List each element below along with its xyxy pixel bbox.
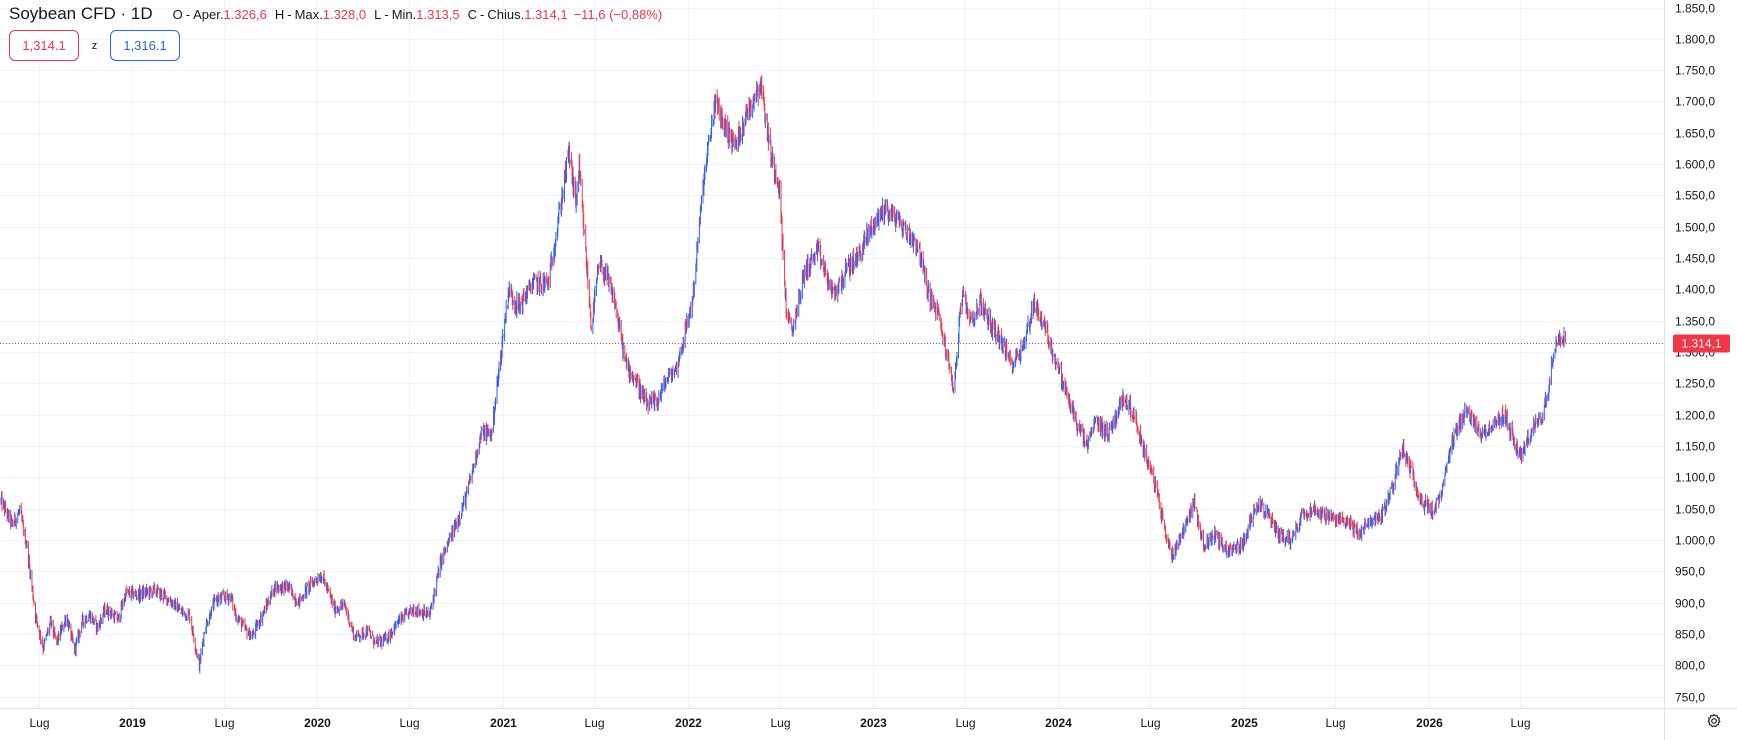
symbol-legend: Soybean CFD · 1D O - Aper. 1.326,6 H - Max. 1.… [9,4,662,24]
time-tick-label: 2022 [675,716,702,730]
time-tick-label: Lug [1140,716,1160,730]
time-tick-label: 2026 [1416,716,1443,730]
price-tick-label: 1.650,0 [1675,127,1715,141]
symbol-title[interactable]: Soybean CFD · 1D [9,4,153,23]
time-tick-label: 2023 [860,716,887,730]
price-tick-label: 1.500,0 [1675,221,1715,235]
close-name: Chius. [487,6,525,22]
open-name: Aper. [193,6,224,22]
time-tick-label: Lug [214,716,234,730]
time-tick-label: Lug [770,716,790,730]
time-tick-label: Lug [955,716,975,730]
sell-button[interactable]: 1,314.1 [9,30,79,61]
price-tick-label: 1.100,0 [1675,471,1715,485]
price-tick-label: 1.850,0 [1675,2,1715,16]
settings-button[interactable] [1705,712,1723,730]
time-tick-label: Lug [1510,716,1530,730]
price-tick-label: 1.800,0 [1675,33,1715,47]
price-tick-label: 950,0 [1675,565,1705,579]
trade-quotes: 1,314.1 z 1,316.1 [9,30,180,61]
price-tick-label: 1.550,0 [1675,189,1715,203]
time-axis[interactable]: Lug 2019 Lug 2020 Lug 2021 Lug 2022 Lug 2023 Lug 20… [29,716,1530,730]
price-tick-label: 1.050,0 [1675,503,1715,517]
time-tick-label: Lug [399,716,419,730]
low-separator: - [384,6,389,22]
svg-text:1.314,1: 1.314,1 [1681,337,1721,351]
price-tick-label: 1.250,0 [1675,377,1715,391]
time-tick-label: 2024 [1045,716,1072,730]
price-tick-label: 750,0 [1675,691,1705,705]
low-label: L [374,6,382,22]
price-tick-label: 850,0 [1675,628,1705,642]
vertical-grid [39,0,1521,708]
spread-label: z [91,39,98,52]
price-axis[interactable]: 750,0 800,0 850,0 900,0 950,0 1.000,0 1.050,0 1… [1675,2,1715,705]
high-separator: - [287,6,292,22]
horizontal-grid [0,8,1664,698]
price-tick-label: 1.450,0 [1675,252,1715,266]
time-tick-label: 2021 [490,716,517,730]
open-separator: - [185,6,191,22]
close-separator: - [480,6,485,22]
close-label: C [467,6,478,22]
candles [0,75,1567,674]
price-tick-label: 1.200,0 [1675,409,1715,423]
time-tick-label: Lug [1325,716,1345,730]
price-tick-label: 1.600,0 [1675,158,1715,172]
high-name: Max. [294,6,323,22]
time-tick-label: 2020 [304,716,331,730]
price-tick-label: 800,0 [1675,659,1705,673]
time-tick-label: Lug [584,716,604,730]
low-value: 1.313,5 [416,6,460,22]
open-value: 1.326,6 [223,6,267,22]
price-tick-label: 1.400,0 [1675,283,1715,297]
time-tick-label: 2025 [1231,716,1258,730]
buy-button[interactable]: 1,316.1 [110,30,180,61]
high-value: 1.328,0 [322,6,367,22]
time-tick-label: Lug [29,716,49,730]
high-label: H [274,6,285,22]
price-tick-label: 1.350,0 [1675,315,1715,329]
price-tick-label: 1.000,0 [1675,534,1715,548]
price-tick-label: 1.700,0 [1675,95,1715,109]
gear-icon [1707,713,1721,728]
change-value: −11,6 (−0,88%) [573,6,663,22]
low-name: Min. [391,6,417,22]
price-tick-label: 1.750,0 [1675,64,1715,78]
last-price-label: 1.314,1 [1673,334,1730,353]
time-tick-label: 2019 [119,716,146,730]
close-value: 1.314,1 [524,6,568,22]
price-tick-label: 900,0 [1675,597,1705,611]
price-tick-label: 1.150,0 [1675,440,1715,454]
open-label: O [172,6,183,22]
